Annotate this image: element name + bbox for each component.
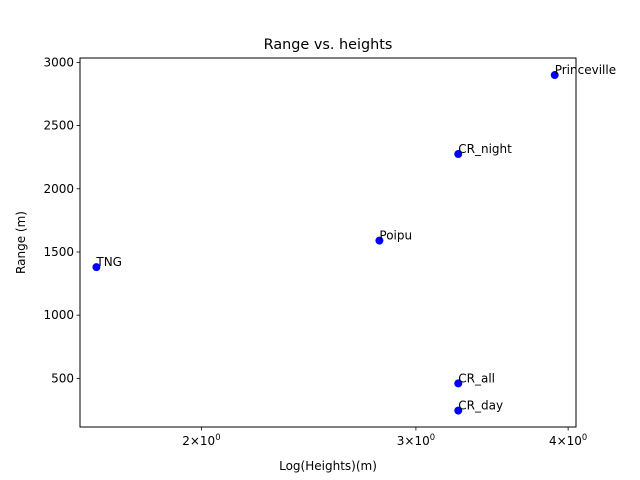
y-axis-label: Range (m) xyxy=(14,211,28,274)
y-tick-label: 2500 xyxy=(43,119,74,133)
data-point-label: Princeville xyxy=(555,63,616,77)
data-point-marker xyxy=(454,379,463,388)
y-axis-ticks: 500 1000 1500 2000 2500 3000 xyxy=(43,55,80,385)
x-tick-label: 3×100 xyxy=(397,432,435,448)
y-tick-label: 1000 xyxy=(43,308,74,322)
y-tick-label: 2000 xyxy=(43,182,74,196)
data-point-label: Poipu xyxy=(379,229,412,243)
y-tick-label: 3000 xyxy=(43,55,74,69)
y-tick-label: 1500 xyxy=(43,245,74,259)
data-point-marker xyxy=(454,406,463,415)
x-axis-label: Log(Heights)(m) xyxy=(279,459,377,473)
data-point-label: CR_night xyxy=(458,142,512,156)
x-axis-ticks: 2×100 3×100 4×100 xyxy=(182,427,587,448)
data-point-marker xyxy=(92,263,101,272)
data-point-marker xyxy=(375,236,384,245)
data-point-label: CR_all xyxy=(458,371,495,385)
plot-frame xyxy=(79,57,577,428)
data-points: TNG Poipu CR_night CR_all CR_day Princeville xyxy=(92,63,616,415)
x-tick-label: 2×100 xyxy=(182,432,220,448)
data-point-marker xyxy=(454,150,463,159)
y-tick-label: 500 xyxy=(51,371,74,385)
data-point-marker xyxy=(550,71,559,80)
chart-title: Range vs. heights xyxy=(264,37,393,53)
plot-area xyxy=(80,58,576,427)
data-point-label: CR_day xyxy=(458,399,503,413)
x-tick-label: 4×100 xyxy=(549,432,587,448)
data-point-label: TNG xyxy=(95,255,122,269)
